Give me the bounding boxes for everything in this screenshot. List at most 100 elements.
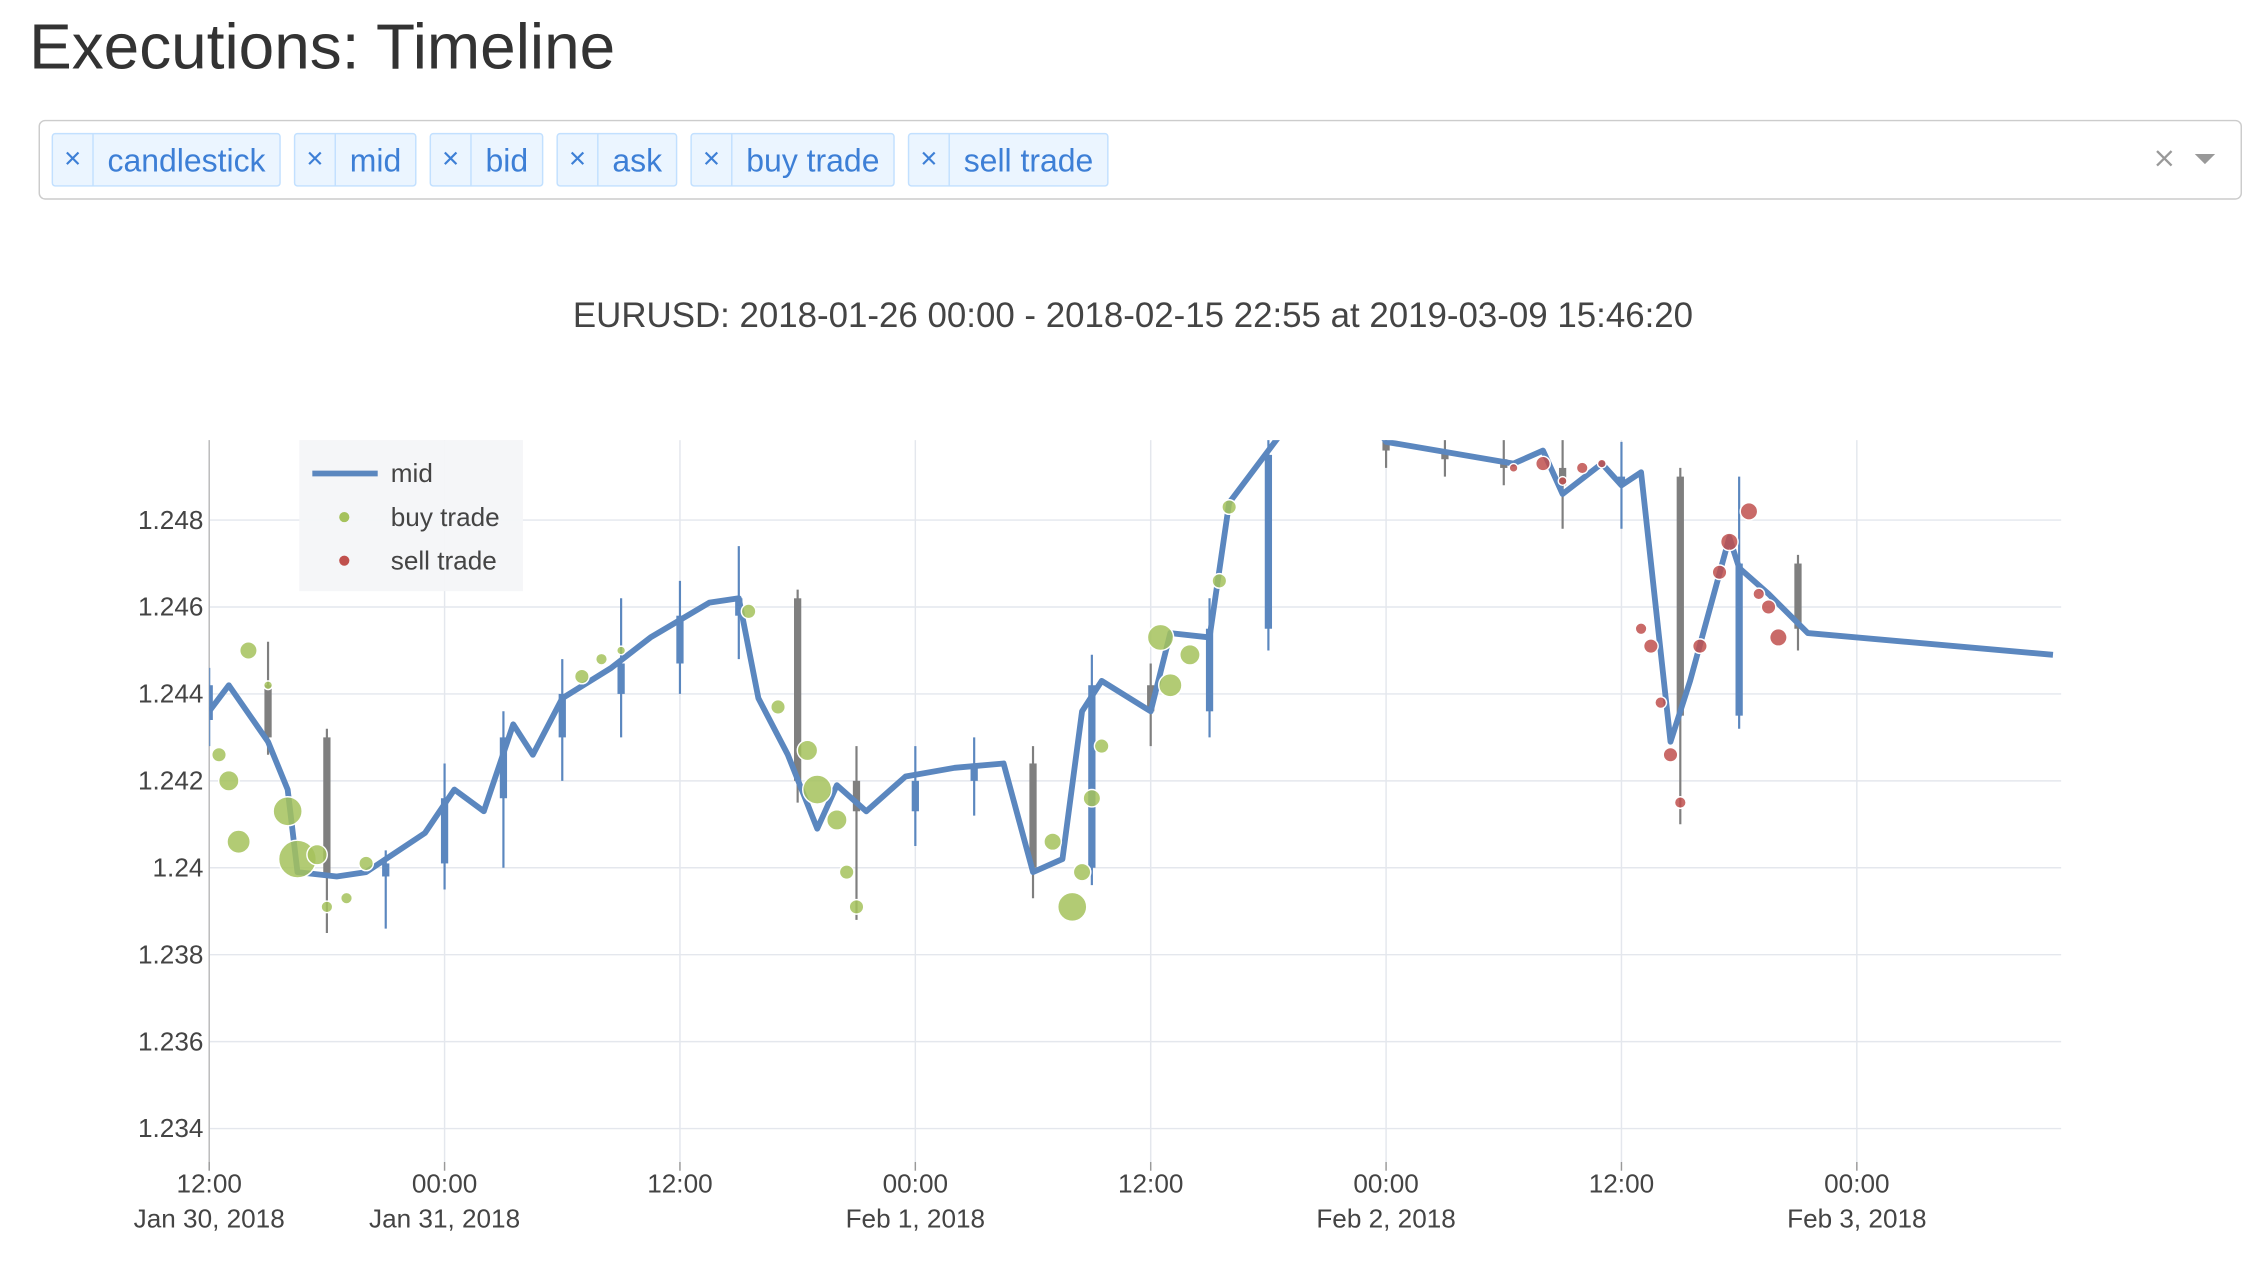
- legend-swatch: [339, 555, 350, 566]
- trade-point: [1673, 796, 1687, 810]
- trade-point: [1596, 458, 1607, 469]
- tag-remove-x[interactable]: [308, 151, 322, 165]
- trade-point: [1535, 455, 1551, 472]
- trade-point: [217, 769, 240, 792]
- candle-body: [1088, 685, 1096, 868]
- tag-background: [429, 132, 544, 187]
- candle-body: [1382, 441, 1390, 451]
- candle-body: [1441, 450, 1449, 460]
- filter-tag[interactable]: bid: [429, 132, 544, 187]
- y-tick-label: 1.236: [138, 1026, 203, 1056]
- tag-label: bid: [485, 142, 528, 178]
- candle-body: [323, 737, 331, 877]
- trade-point: [848, 898, 865, 915]
- tag-label: ask: [612, 142, 663, 178]
- legend-swatch: [339, 512, 350, 523]
- y-tick-label: 1.242: [138, 766, 203, 796]
- trade-point: [1211, 572, 1228, 589]
- filter-tag[interactable]: ask: [556, 132, 678, 187]
- filter-tag[interactable]: buy trade: [690, 132, 895, 187]
- tag-remove-x[interactable]: [444, 151, 458, 165]
- trade-point: [1719, 532, 1739, 552]
- y-tick-label: 1.234: [138, 1113, 203, 1143]
- tag-background: [293, 132, 417, 187]
- trade-point: [616, 645, 627, 656]
- candle-body: [794, 598, 802, 781]
- trade-point: [1634, 622, 1648, 636]
- trade-point: [1157, 672, 1183, 698]
- clear-all[interactable]: [2156, 150, 2173, 167]
- trade-point: [1221, 499, 1238, 516]
- trade-point: [262, 680, 274, 691]
- candle-body: [1676, 476, 1684, 716]
- x-tick-label: 00:00 Feb 3, 2018: [1787, 1169, 1926, 1234]
- x-tick-label: 12:00: [647, 1169, 712, 1199]
- x-tick-label: 00:00 Jan 31, 2018: [369, 1169, 520, 1234]
- candle-body: [558, 693, 566, 738]
- trade-point: [358, 855, 375, 872]
- y-tick-label: 1.238: [138, 939, 203, 969]
- trade-point: [1760, 599, 1777, 615]
- x-tick-label: 12:00: [1589, 1169, 1654, 1199]
- mid-line: [209, 440, 2054, 880]
- tag-remove-x[interactable]: [922, 151, 936, 165]
- x-tick-label: 00:00 Feb 1, 2018: [846, 1169, 985, 1234]
- trade-point: [770, 698, 787, 715]
- tag-label: mid: [350, 142, 401, 178]
- candle-body: [617, 663, 625, 694]
- trade-point: [1711, 564, 1728, 581]
- trade-point: [1752, 587, 1766, 601]
- trade-point: [825, 809, 848, 831]
- tag-background: [556, 132, 678, 187]
- candle-body: [1735, 563, 1743, 716]
- page-title: Executions: Timeline: [29, 10, 615, 82]
- candle-body: [911, 780, 919, 812]
- candle-body: [852, 780, 861, 812]
- trade-point: [306, 843, 328, 866]
- candle-body: [1794, 563, 1802, 629]
- legend-label: mid: [391, 458, 433, 488]
- tag-remove-x[interactable]: [704, 151, 719, 165]
- trade-point: [272, 796, 303, 827]
- y-tick-label: 1.248: [138, 505, 203, 535]
- filter-tag[interactable]: mid: [293, 132, 417, 187]
- y-tick-label: 1.244: [138, 679, 203, 709]
- dropdown-caret[interactable]: [2194, 153, 2216, 165]
- tag-label: sell trade: [964, 142, 1094, 178]
- filter-tag[interactable]: sell trade: [907, 132, 1109, 187]
- y-tick-label: 1.246: [138, 592, 203, 622]
- y-tick-label: 1.24: [153, 852, 204, 882]
- filter-tag[interactable]: candlestick: [51, 132, 281, 187]
- trade-point: [573, 668, 590, 685]
- trade-point: [1072, 862, 1092, 882]
- trade-point: [238, 641, 258, 660]
- candle-body: [1617, 476, 1626, 486]
- trade-point: [1146, 623, 1175, 652]
- tag-remove-x[interactable]: [570, 151, 585, 165]
- legend-label: sell trade: [391, 545, 497, 575]
- candle-body: [1147, 685, 1155, 712]
- trade-point: [1043, 832, 1063, 852]
- trade-point: [1056, 891, 1088, 923]
- tag-remove-x[interactable]: [66, 151, 80, 165]
- candle-body: [676, 615, 684, 664]
- trade-point: [1642, 638, 1659, 655]
- x-tick-label: 12:00: [1118, 1169, 1183, 1199]
- tag-background: [907, 132, 1109, 187]
- candle-body: [382, 863, 390, 877]
- trade-point: [1179, 643, 1201, 666]
- plot-area: [209, 440, 2054, 933]
- x-tick-label: 12:00 Jan 30, 2018: [134, 1169, 285, 1234]
- chart-title: EURUSD: 2018-01-26 00:00 - 2018-02-15 22…: [573, 296, 1693, 335]
- tag-label: buy trade: [746, 142, 879, 178]
- candle-body: [1029, 763, 1037, 868]
- trade-point: [1739, 501, 1759, 521]
- trade-point: [320, 900, 334, 914]
- legend-label: buy trade: [391, 502, 500, 532]
- trade-point: [1082, 788, 1102, 808]
- trade-point: [339, 891, 354, 905]
- trade-point: [1557, 475, 1568, 487]
- trade-point: [1093, 738, 1110, 755]
